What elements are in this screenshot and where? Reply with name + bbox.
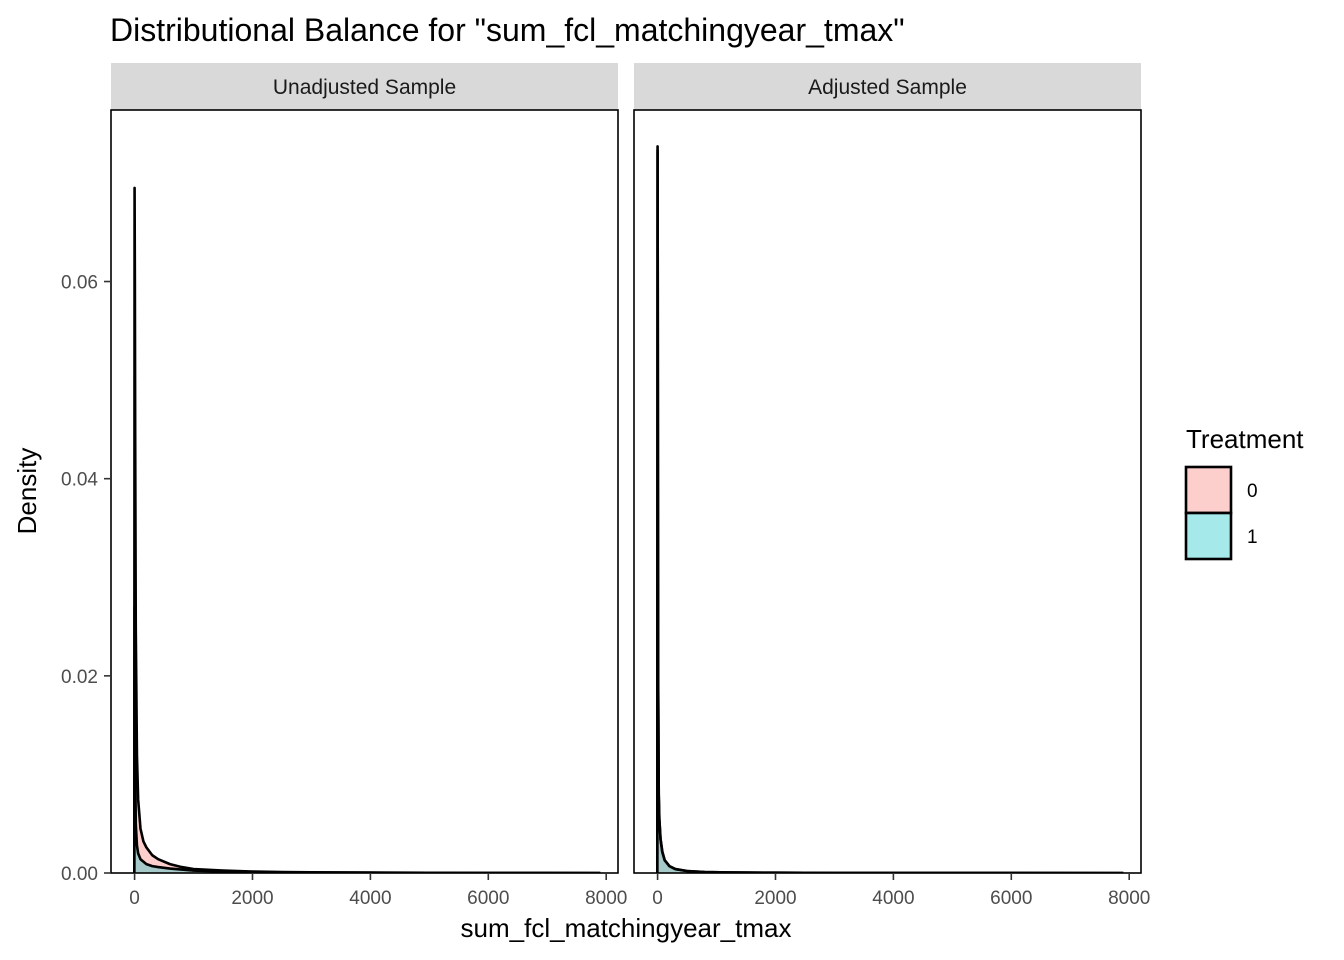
strip-label: Adjusted Sample — [808, 76, 967, 99]
y-tick-label: 0.00 — [61, 864, 98, 885]
x-tick-label: 6000 — [990, 888, 1032, 909]
panel-border — [110, 109, 619, 874]
chart-title: Distributional Balance for "sum_fcl_matc… — [110, 12, 905, 48]
legend-key-background — [1186, 467, 1231, 513]
plot-background — [634, 110, 1141, 873]
x-tick-label: 0 — [129, 888, 140, 909]
y-tick-label: 0.02 — [61, 667, 98, 688]
x-tick-label: 6000 — [467, 888, 509, 909]
y-tick-label: 0.04 — [61, 470, 98, 491]
x-axis-title: sum_fcl_matchingyear_tmax — [461, 913, 792, 943]
legend-key-background — [1186, 513, 1231, 559]
panel-2: Adjusted Sample 0 2000 4000 6000 8000 — [633, 63, 1150, 909]
legend-title: Treatment — [1186, 424, 1304, 454]
legend-swatch — [1184, 465, 1233, 515]
strip-label: Unadjusted Sample — [273, 76, 456, 99]
x-tick-label: 4000 — [872, 888, 914, 909]
x-tick-label: 2000 — [754, 888, 796, 909]
plot-background — [111, 110, 618, 873]
y-axis-title: Density — [12, 448, 42, 535]
panels-layer: Unadjusted Sample 0 2000 4000 6000 8000 0.00 0.… — [61, 63, 1150, 909]
strip-background — [111, 63, 618, 110]
legend-swatch — [1184, 511, 1233, 561]
legend-label: 0 — [1247, 481, 1258, 502]
x-tick-label: 8000 — [585, 888, 627, 909]
x-tick-label: 4000 — [349, 888, 391, 909]
panel-1: Unadjusted Sample 0 2000 4000 6000 8000 0.00 0.… — [61, 63, 627, 909]
legend-keys: 01 — [1184, 465, 1258, 561]
legend-key-0: 0 — [1184, 465, 1258, 515]
strip-background — [634, 63, 1141, 110]
x-tick-label: 8000 — [1108, 888, 1150, 909]
legend-label: 1 — [1247, 527, 1258, 548]
legend: Treatment 01 — [1184, 424, 1304, 561]
x-tick-label: 2000 — [231, 888, 273, 909]
y-tick-label: 0.06 — [61, 273, 98, 294]
panel-border — [633, 109, 1142, 874]
legend-key-1: 1 — [1184, 511, 1258, 561]
x-tick-label: 0 — [652, 888, 663, 909]
